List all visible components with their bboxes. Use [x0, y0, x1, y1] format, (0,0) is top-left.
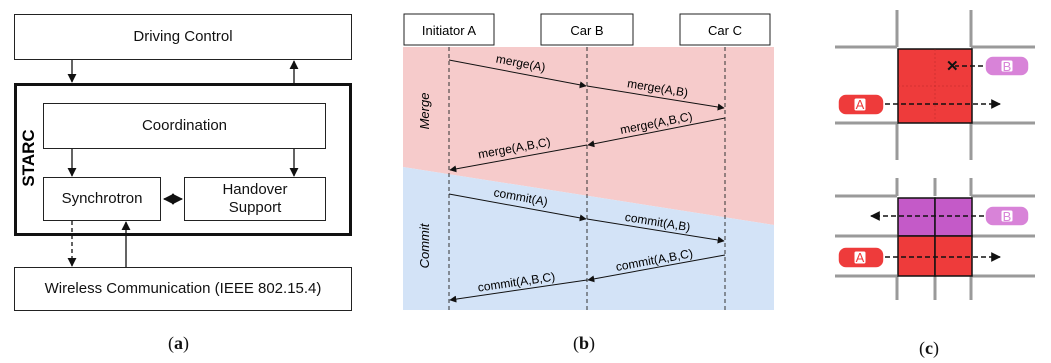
phase-label-merge: Merge [417, 93, 432, 130]
msg-commit-a-line [448, 193, 587, 222]
starc-label: STARC [19, 129, 38, 186]
participant-initiator-a: Initiator A [422, 23, 477, 38]
bottom-reserved-red-right [934, 235, 973, 277]
participant-box-car-c [679, 13, 771, 46]
coordination-box: Coordination [43, 103, 326, 149]
participant-car-b: Car B [570, 23, 603, 38]
participant-box-car-b [540, 13, 634, 46]
caption-b: (b) [573, 333, 596, 353]
caption-b-letter: b [579, 333, 590, 353]
blocked-x-icon: ✕ [946, 58, 959, 75]
car-a-icon-bottom: A [837, 246, 885, 269]
starc-box [14, 83, 352, 236]
phase-label-commit: Commit [417, 222, 432, 268]
merge-phase-bg [403, 47, 774, 225]
handover-support-label: Handover Support [222, 181, 288, 216]
caption-a-letter: a [174, 333, 183, 353]
driving-control-box: Driving Control [14, 14, 352, 60]
msg-merge-abc-c-to-b-line [587, 117, 726, 148]
bottom-reserved-purple-left [897, 197, 936, 237]
participant-box-initiator-a [403, 13, 495, 46]
wireless-communication-box: Wireless Communication (IEEE 802.15.4) [14, 267, 352, 311]
car-a-icon-top: A [837, 93, 885, 116]
synchrotron-box: Synchrotron [43, 177, 161, 221]
bottom-reserved-red-left [897, 235, 936, 277]
car-b-icon-top: B [984, 55, 1030, 77]
car-a-label-bottom: A [856, 250, 865, 265]
handover-support-box: Handover Support [184, 177, 326, 221]
msg-commit-abc-b-to-a-line [449, 279, 588, 303]
bottom-intersection: B A [835, 178, 1035, 300]
driving-control-label: Driving Control [133, 28, 233, 45]
caption-c-letter: c [925, 338, 933, 358]
msg-merge-a-line [448, 59, 587, 89]
caption-a: (a) [168, 333, 189, 353]
msg-commit-abc-c-to-b-line [587, 254, 726, 283]
coordination-label: Coordination [141, 117, 228, 134]
participant-car-c: Car C [708, 23, 742, 38]
caption-c: (c) [919, 338, 939, 358]
top-intersection: ✕ B A [835, 10, 1035, 160]
msg-merge-abc-b-to-a-line [449, 144, 588, 173]
wireless-communication-label: Wireless Communication (IEEE 802.15.4) [44, 280, 322, 297]
synchrotron-label: Synchrotron [61, 190, 143, 207]
car-b-label-bottom: B [1003, 209, 1012, 224]
car-a-label-top: A [856, 97, 865, 112]
car-b-label-top: B [1003, 59, 1012, 74]
msg-merge-ab-line [586, 85, 725, 111]
bottom-reserved-purple-right [934, 197, 973, 237]
car-b-icon-bottom: B [984, 205, 1030, 227]
msg-commit-ab-line [586, 218, 725, 244]
